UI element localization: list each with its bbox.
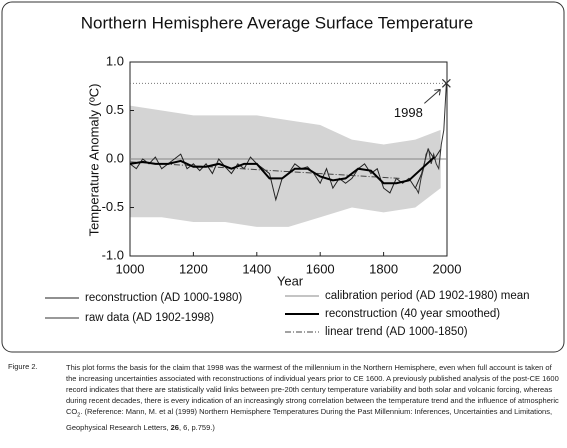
caption-text: This plot forms the basis for the claim … <box>66 363 559 416</box>
series-line <box>129 156 435 185</box>
caption-bold: 26 <box>170 422 179 432</box>
uncertainty-band <box>130 105 441 227</box>
legend-label: reconstruction (40 year smoothed) <box>325 308 500 320</box>
x-tick-label: 1400 <box>242 261 271 276</box>
caption-label: Figure 2. <box>8 362 38 371</box>
y-tick-label: -1.0 <box>102 247 124 262</box>
legend-label: calibration period (AD 1902-1980) mean <box>325 290 530 302</box>
caption-text: , 6, p.759.) <box>178 422 215 432</box>
series-line <box>129 161 400 179</box>
chart: Northern Hemisphere Average Surface Temp… <box>1 1 565 353</box>
frame <box>1 1 565 353</box>
y-tick-label: -0.5 <box>102 199 124 214</box>
annotation-arrow <box>424 88 441 104</box>
annotation-label: 1998 <box>394 105 423 120</box>
x-tick-label: 1200 <box>179 261 208 276</box>
y-axis-label: Temperature Anomaly (ºC) <box>86 84 101 237</box>
chart-title: Northern Hemisphere Average Surface Temp… <box>81 13 473 32</box>
x-tick-label: 1600 <box>306 261 335 276</box>
caption-text: . (Reference: Mann, M. et al (1999) Nort… <box>66 407 553 432</box>
x-tick-label: 1000 <box>116 261 145 276</box>
x-tick-label: 2000 <box>433 261 462 276</box>
caption: This plot forms the basis for the claim … <box>66 362 560 433</box>
x-tick-label: 1800 <box>369 261 398 276</box>
legend-label: raw data (AD 1902-1998) <box>85 312 214 324</box>
x-axis-label: Year <box>277 273 304 288</box>
y-tick-label: 1.0 <box>106 53 124 68</box>
legend-label: reconstruction (AD 1000-1980) <box>85 292 242 304</box>
y-tick-label: 0.5 <box>106 102 124 117</box>
annotation-marker <box>441 78 451 88</box>
series-line <box>415 83 447 195</box>
caption-subscript: 2 <box>77 412 81 419</box>
y-tick-label: 0.0 <box>106 150 124 165</box>
legend-label: linear trend (AD 1000-1850) <box>325 326 468 338</box>
